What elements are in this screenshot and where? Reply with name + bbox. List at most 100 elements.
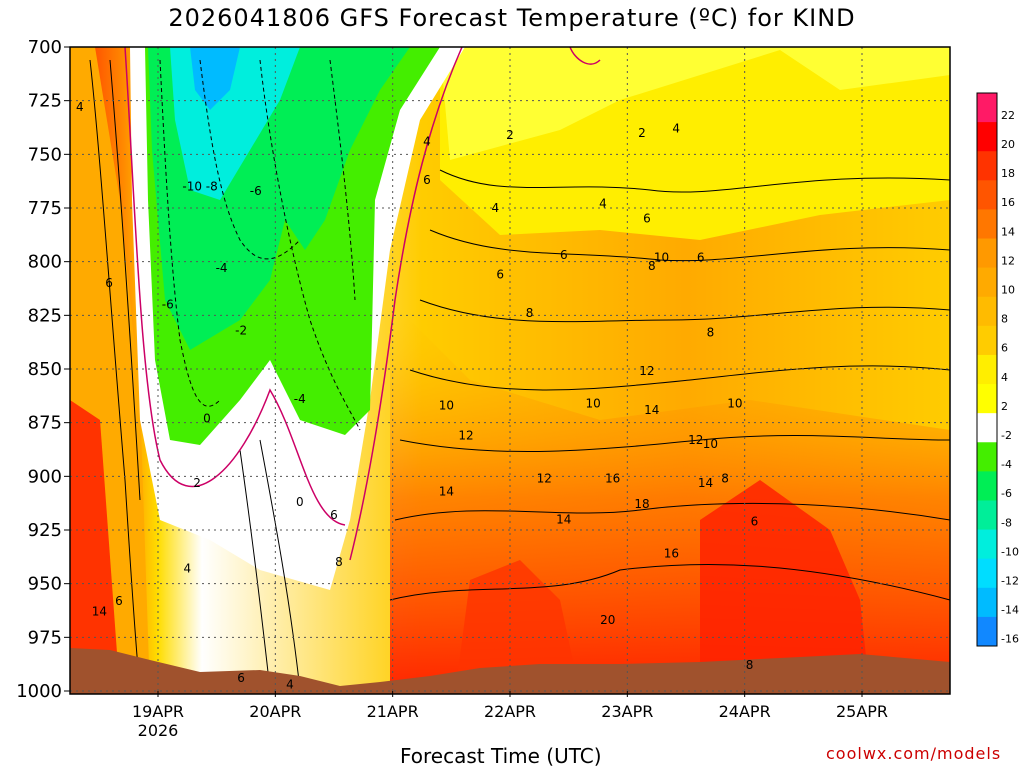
contour-label: 0 <box>296 495 304 509</box>
contour-label: 14 <box>644 403 659 417</box>
y-axis: 700 725 750 775 800 825 850 875 900 925 950 975 1000 <box>16 37 70 702</box>
colorbar-swatch <box>977 442 997 472</box>
x-tick-label: 23APR <box>601 702 653 721</box>
contour-label: 6 <box>105 276 113 290</box>
colorbar-label: -4 <box>1001 458 1012 471</box>
y-tick-label: 975 <box>28 627 62 648</box>
contour-label: 18 <box>634 497 649 511</box>
colorbar-label: 20 <box>1001 138 1015 151</box>
x-tick-label: 21APR <box>367 702 419 721</box>
left-hot-column <box>70 400 120 694</box>
colorbar: 22 20 18 16 14 12 10 8 6 4 2 -2 -4 -6 -8 -10 -12 -14 -16 <box>976 92 1019 647</box>
contour-label: 6 <box>330 508 338 522</box>
x-tick-label: 24APR <box>719 702 771 721</box>
colorbar-swatch <box>977 413 997 443</box>
contour-label: 12 <box>639 364 654 378</box>
colorbar-swatch <box>977 180 997 210</box>
colorbar-swatch <box>977 93 997 123</box>
contour-label: 14 <box>92 605 107 619</box>
x-tick-label: 22APR <box>484 702 536 721</box>
y-tick-label: 775 <box>28 198 62 219</box>
contour-label: 2 <box>193 476 201 490</box>
colorbar-swatch <box>977 209 997 240</box>
y-tick-label: 900 <box>28 466 62 487</box>
y-tick-label: 1000 <box>16 681 62 702</box>
colorbar-swatch <box>977 471 997 501</box>
hot-core-2 <box>455 560 580 694</box>
contour-label: 6 <box>237 671 245 685</box>
contour-label: 6 <box>751 514 759 528</box>
contour-label: 8 <box>335 555 343 569</box>
contour-label: -6 <box>250 184 262 198</box>
colorbar-swatch <box>977 122 997 152</box>
contour-label: 8 <box>746 658 754 672</box>
contour-label: -8 <box>206 180 218 194</box>
colorbar-label: 18 <box>1001 167 1015 180</box>
contour-label: 10 <box>703 437 718 451</box>
y-tick-label: 850 <box>28 359 62 380</box>
y-tick-label: 725 <box>28 91 62 112</box>
colorbar-swatch <box>977 238 997 269</box>
x-tick-sublabel: 2026 <box>138 721 179 740</box>
colorbar-label: -10 <box>1001 545 1019 558</box>
contour-label: 14 <box>556 512 571 526</box>
colorbar-swatch <box>977 529 997 560</box>
colorbar-label: -14 <box>1001 604 1019 617</box>
contour-label: 14 <box>439 484 454 498</box>
contour-label: 4 <box>672 122 680 136</box>
contour-label: 4 <box>423 134 431 148</box>
colorbar-label: 22 <box>1001 109 1015 122</box>
contour-label: 8 <box>721 471 729 485</box>
contour-label: 8 <box>526 306 534 320</box>
contour-label: 6 <box>423 173 431 187</box>
y-tick-label: 800 <box>28 252 62 273</box>
contour-label: 10 <box>585 396 600 410</box>
y-tick-label: 875 <box>28 413 62 434</box>
contour-label: 4 <box>492 201 500 215</box>
colorbar-frame <box>976 92 998 647</box>
colorbar-label: -2 <box>1001 429 1012 442</box>
y-tick-label: 925 <box>28 520 62 541</box>
colorbar-swatch <box>977 384 997 414</box>
contour-label: 4 <box>76 100 84 114</box>
contour-label: 6 <box>560 248 568 262</box>
colorbar-swatch <box>977 151 997 181</box>
contour-label: 6 <box>496 268 504 282</box>
colorbar-swatch <box>977 587 997 618</box>
colorbar-swatch <box>977 558 997 589</box>
x-tick-label: 20APR <box>249 702 301 721</box>
contour-label: 16 <box>605 471 620 485</box>
colorbar-label: -12 <box>1001 575 1019 588</box>
colorbar-label: -6 <box>1001 487 1012 500</box>
colorbar-label: 12 <box>1001 254 1015 267</box>
colorbar-label: 10 <box>1001 283 1015 296</box>
colorbar-label: 2 <box>1001 400 1008 413</box>
y-tick-label: 750 <box>28 144 62 165</box>
y-tick-label: 825 <box>28 305 62 326</box>
contour-label: 2 <box>638 126 646 140</box>
x-axis-label: Forecast Time (UTC) <box>400 744 602 768</box>
colorbar-label: 14 <box>1001 225 1015 238</box>
contour-label: 20 <box>600 613 615 627</box>
colorbar-label: 4 <box>1001 371 1008 384</box>
contour-label: 8 <box>648 259 656 273</box>
contour-label: 10 <box>654 250 669 264</box>
contour-label: 4 <box>184 562 192 576</box>
contour-label: 12 <box>537 471 552 485</box>
chart-title: 2026041806 GFS Forecast Temperature (ºC)… <box>168 4 856 32</box>
contour-label: -4 <box>294 392 306 406</box>
colorbar-label: 16 <box>1001 196 1015 209</box>
hot-core <box>700 480 870 694</box>
contour-label: 12 <box>688 433 703 447</box>
contour-lines <box>89 59 951 691</box>
contour-label: 2 <box>506 128 514 142</box>
contour-label: 4 <box>599 197 607 211</box>
credit-link[interactable]: coolwx.com/models <box>826 744 1002 763</box>
y-tick-label: 700 <box>28 37 62 58</box>
contour-label: -2 <box>235 323 247 337</box>
colorbar-label: 8 <box>1001 313 1008 326</box>
contour-label: 16 <box>664 547 679 561</box>
